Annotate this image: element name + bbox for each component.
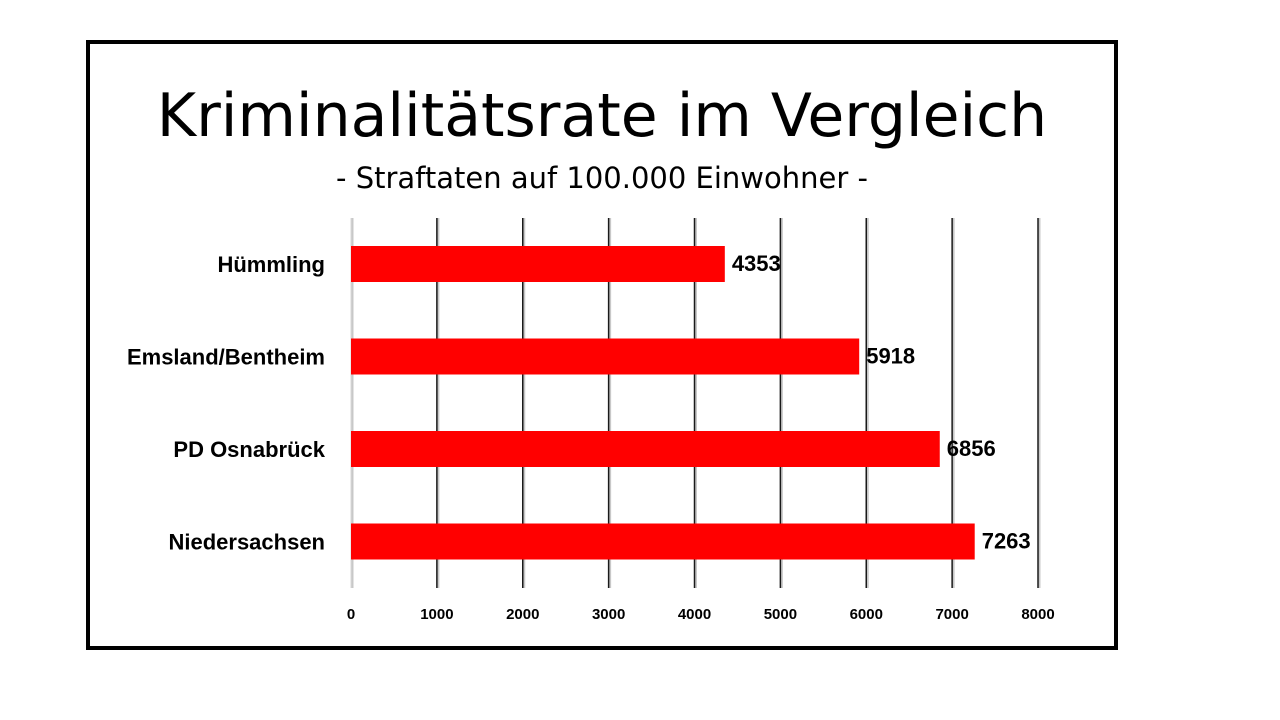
category-label: Emsland/Bentheim — [127, 345, 325, 370]
x-tick-label: 7000 — [935, 606, 968, 623]
data-label: 7263 — [982, 529, 1031, 554]
data-label: 5918 — [866, 344, 915, 369]
category-label: PD Osnabrück — [173, 437, 325, 462]
bar — [351, 338, 860, 375]
x-tick-label: 2000 — [506, 606, 539, 623]
x-tick-label: 5000 — [764, 606, 797, 623]
chart-subtitle: - Straftaten auf 100.000 Einwohner - — [336, 161, 868, 195]
chart-title: Kriminalitätsrate im Vergleich — [156, 81, 1048, 151]
data-label: 6856 — [947, 436, 996, 461]
bar — [351, 246, 725, 282]
x-tick-label: 6000 — [850, 606, 883, 623]
x-tick-label: 0 — [347, 606, 355, 623]
x-tick-label: 1000 — [420, 606, 453, 623]
x-tick-label: 8000 — [1021, 606, 1054, 623]
category-label: Hümmling — [217, 252, 325, 277]
bar — [351, 523, 975, 560]
x-tick-label: 4000 — [678, 606, 711, 623]
data-label: 4353 — [732, 251, 781, 276]
bar — [351, 431, 940, 467]
x-tick-label: 3000 — [592, 606, 625, 623]
category-label: Niedersachsen — [168, 530, 325, 555]
